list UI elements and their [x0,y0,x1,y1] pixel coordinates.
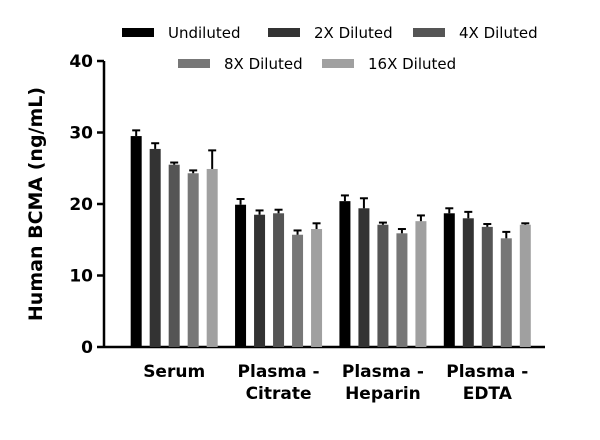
y-tick-label: 0 [81,338,93,358]
error-bar [464,210,473,219]
error-bar [378,221,387,225]
error-bar [312,222,321,230]
bar [168,164,180,347]
x-tick-label: Plasma -Heparin [342,362,424,404]
error-bar [340,194,349,202]
bar [254,214,266,347]
bar [130,136,142,347]
bar [462,218,474,347]
error-bar [483,223,492,227]
bar [519,224,531,347]
bar [358,208,370,347]
x-tick-label: Plasma -EDTA [446,362,528,404]
error-bar [416,214,425,222]
legend-label: 8X Diluted [224,55,303,73]
error-bar [208,149,217,169]
error-bar [502,230,511,239]
error-bar [274,208,283,214]
bar [187,173,199,347]
error-bar [255,209,264,215]
error-bar [397,228,406,234]
bar [292,234,304,347]
bar [149,148,161,347]
legend-label: 4X Diluted [459,24,538,42]
y-tick-label: 10 [69,267,93,287]
legend-label: 2X Diluted [314,24,393,42]
error-bar [170,161,179,165]
x-tick-label: Serum [143,362,205,382]
bar [481,226,493,347]
error-bar [359,197,368,209]
bar [415,221,427,347]
error-bar [293,229,302,235]
y-axis-label: Human BCMA (ng/mL) [25,87,47,321]
bar [273,213,285,347]
bar [235,204,247,347]
legend-swatch [322,59,354,68]
y-tick-label: 30 [69,124,93,144]
y-tick-label: 20 [69,195,93,215]
x-tick-label: Plasma -Citrate [238,362,320,404]
error-bar [132,129,141,137]
legend-swatch [413,28,445,37]
bar [339,201,351,347]
legend-label: 16X Diluted [368,55,456,73]
legend-swatch [268,28,300,37]
error-bar [236,197,245,205]
legend-swatch [178,59,210,68]
error-bar [521,222,530,225]
bar [311,229,323,347]
error-bar [445,207,454,214]
legend-swatch [122,28,154,37]
bar [443,213,455,347]
y-tick-label: 40 [69,52,93,72]
error-bar [151,142,160,149]
bar [206,168,218,347]
bar [396,233,408,347]
legend-label: Undiluted [168,24,240,42]
error-bar [189,169,198,174]
bar [377,224,389,347]
bar [500,238,512,347]
